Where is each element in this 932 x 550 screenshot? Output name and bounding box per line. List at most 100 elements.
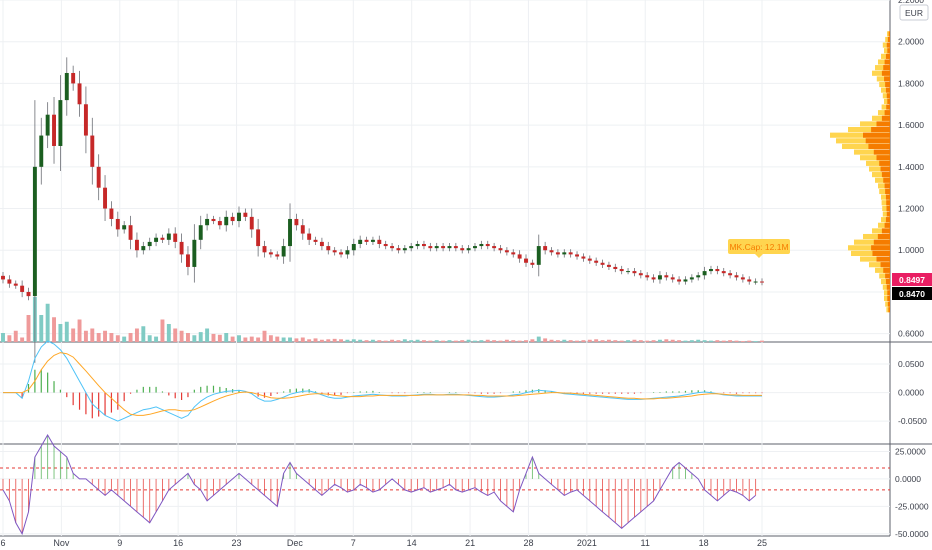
candle-body <box>262 246 267 253</box>
volume-bar <box>402 339 407 342</box>
candle-body <box>160 237 165 240</box>
profile-bar-up <box>876 256 890 262</box>
profile-bar-up <box>881 115 890 121</box>
profile-bar-total <box>876 76 890 82</box>
volume-bar <box>58 324 63 342</box>
volume-bar <box>237 335 241 342</box>
volume-bar <box>77 319 82 342</box>
candle-body <box>345 250 350 255</box>
candle-body <box>141 246 146 251</box>
candle-body <box>760 281 764 283</box>
candle-body <box>638 273 643 276</box>
volume-bar <box>606 339 611 342</box>
candle-body <box>326 246 331 251</box>
price-axis[interactable]: 2.2000 2.0000 1.8000 1.6000 1.4000 1.2000 1.00… <box>895 0 929 539</box>
profile-bar-total <box>842 143 890 150</box>
time-tick-label: 14 <box>407 538 417 548</box>
profile-bar-up <box>885 87 890 93</box>
profile-bar-up <box>883 267 890 273</box>
candle-body <box>256 229 261 247</box>
candle-body <box>20 285 25 292</box>
volume-bar <box>600 340 605 342</box>
profile-bar-total <box>854 239 890 245</box>
profile-bar-total <box>869 166 890 172</box>
volume-bar <box>619 340 624 342</box>
candle-body <box>230 216 235 222</box>
volume-bar <box>524 340 528 342</box>
volume-bar <box>511 340 516 342</box>
candle-body <box>370 239 375 242</box>
candle-body <box>492 246 497 249</box>
profile-bar-up <box>872 250 890 256</box>
candle-body <box>173 233 178 242</box>
candle-body <box>715 269 720 272</box>
candle-body <box>728 273 733 276</box>
time-axis[interactable]: 6 Nov 9 16 23 Dec 7 14 21 28 2021 11 18 25 <box>0 538 767 548</box>
candle-body <box>402 248 407 251</box>
macd-tick-label: -0.0500 <box>898 416 927 426</box>
profile-bar-total <box>882 42 890 48</box>
profile-bar-total <box>884 295 890 302</box>
candle-body <box>645 275 650 278</box>
profile-bar-up <box>871 126 890 133</box>
candle-body <box>549 250 554 253</box>
candle-body <box>504 250 509 253</box>
profile-bar-total <box>881 87 890 93</box>
profile-bar-total <box>869 262 890 268</box>
volume-bar <box>760 340 764 342</box>
candle-body <box>511 252 516 255</box>
volume-bar <box>7 335 12 342</box>
candle-body <box>740 277 745 280</box>
candle-body <box>39 135 44 167</box>
profile-bar-total <box>860 121 890 127</box>
candle-body <box>1 275 5 280</box>
volume-bar <box>473 340 477 342</box>
profile-bar-total <box>872 228 890 234</box>
volume-bar <box>581 340 586 342</box>
candle-body <box>626 271 631 273</box>
candle-body <box>313 239 318 242</box>
profile-bar-total <box>881 279 890 285</box>
profile-bar-total <box>860 256 890 262</box>
price-tick-label: 1.8000 <box>898 78 924 88</box>
volume-bar <box>753 341 758 342</box>
currency-button[interactable]: EUR <box>899 4 929 21</box>
profile-bar-total <box>860 155 890 161</box>
profile-bar-total <box>879 273 890 279</box>
volume-bar <box>390 339 395 342</box>
profile-bar-up <box>868 143 890 150</box>
candle-body <box>587 258 592 261</box>
candle-body <box>134 239 139 251</box>
profile-bar-total <box>882 93 890 99</box>
volume-bar <box>122 336 127 342</box>
profile-bar-up <box>885 279 890 285</box>
profile-bar-total <box>879 81 890 88</box>
volume-bar <box>683 340 688 342</box>
volume-bar <box>626 340 631 342</box>
candle-body <box>555 252 560 255</box>
candle-body <box>709 269 713 272</box>
volume-bar <box>728 340 733 342</box>
volume-bar <box>421 340 426 342</box>
candle-body <box>288 218 292 247</box>
candle-body <box>581 256 586 259</box>
volume-bar <box>313 338 318 342</box>
volume-bar <box>702 340 707 342</box>
volume-bar <box>243 337 248 342</box>
volume-bar <box>1 333 5 342</box>
candle-body <box>606 264 611 267</box>
candle-body <box>498 248 503 251</box>
volume-bar <box>83 330 88 342</box>
profile-bar-up <box>865 138 890 144</box>
profile-bar-up <box>863 132 890 138</box>
candle-body <box>683 279 688 282</box>
candle-body <box>198 225 203 240</box>
volume-bar <box>205 328 210 342</box>
candle-body <box>217 221 222 226</box>
volume-bar <box>575 340 579 342</box>
profile-bar-up <box>880 262 890 268</box>
volume-bar <box>460 340 465 342</box>
profile-bar-total <box>881 194 890 200</box>
volume-bar <box>555 340 560 342</box>
